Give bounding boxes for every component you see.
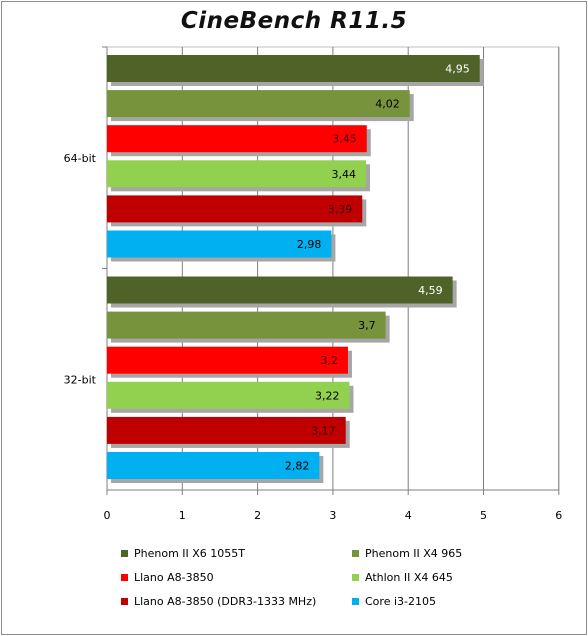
bar <box>107 452 320 479</box>
legend-swatch <box>352 573 359 581</box>
legend-label: Llano A8-3850 <box>134 571 214 584</box>
bar <box>107 381 350 409</box>
data-label: 3,22 <box>315 389 340 402</box>
legend-item: Phenom II X4 965 <box>352 547 462 560</box>
data-label: 4,59 <box>418 284 443 297</box>
chart-area: 0 1 2 3 4 5 6 64-bit 4,95 4,02 3,45 3,44 3,39 2,98 32-… <box>64 46 562 522</box>
category-label: 32-bit <box>64 373 97 386</box>
bar <box>107 416 346 444</box>
x-tick-label: 3 <box>329 509 336 522</box>
data-label: 2,98 <box>297 238 322 251</box>
data-label: 3,17 <box>311 424 336 437</box>
legend-swatch <box>352 597 359 605</box>
legend-label: Llano A8-3850 (DDR3-1333 MHz) <box>134 595 317 608</box>
bar <box>107 311 386 339</box>
bar <box>107 90 410 118</box>
x-tick-label: 5 <box>480 509 487 522</box>
legend-label: Athlon II X4 645 <box>365 571 453 584</box>
legend-item: Llano A8-3850 <box>121 571 214 584</box>
legend-swatch <box>352 549 359 557</box>
bar <box>107 276 453 304</box>
data-label: 3,45 <box>332 133 357 146</box>
data-label: 4,02 <box>375 98 400 111</box>
x-tick-label: 6 <box>555 509 562 522</box>
legend-swatch <box>121 573 128 581</box>
data-label: 3,39 <box>328 203 353 216</box>
x-tick-label: 2 <box>254 509 261 522</box>
legend-item: Llano A8-3850 (DDR3-1333 MHz) <box>121 595 316 608</box>
data-label: 3,44 <box>332 168 357 181</box>
bar <box>107 230 332 258</box>
x-tick-label: 0 <box>104 509 111 522</box>
bar <box>107 195 363 223</box>
x-tick-label: 4 <box>405 509 412 522</box>
bar <box>107 125 367 153</box>
data-label: 3,7 <box>358 319 376 332</box>
legend-label: Phenom II X6 1055T <box>134 547 246 560</box>
category-label: 64-bit <box>64 152 97 165</box>
bar <box>107 55 480 82</box>
data-label: 2,82 <box>285 460 310 473</box>
legend-swatch <box>121 597 128 605</box>
bar <box>107 160 367 188</box>
data-label: 4,95 <box>445 63 470 76</box>
legend-item: Core i3-2105 <box>352 595 436 608</box>
legend-label: Phenom II X4 965 <box>365 547 463 560</box>
data-label: 3,2 <box>320 354 338 367</box>
legend-swatch <box>121 549 128 557</box>
chart-title: CineBench R11.5 <box>180 8 408 34</box>
x-tick-label: 1 <box>179 509 186 522</box>
legend-item: Phenom II X6 1055T <box>121 547 245 560</box>
bar <box>107 346 348 374</box>
legend-label: Core i3-2105 <box>365 595 436 608</box>
legend-item: Athlon II X4 645 <box>352 571 453 584</box>
